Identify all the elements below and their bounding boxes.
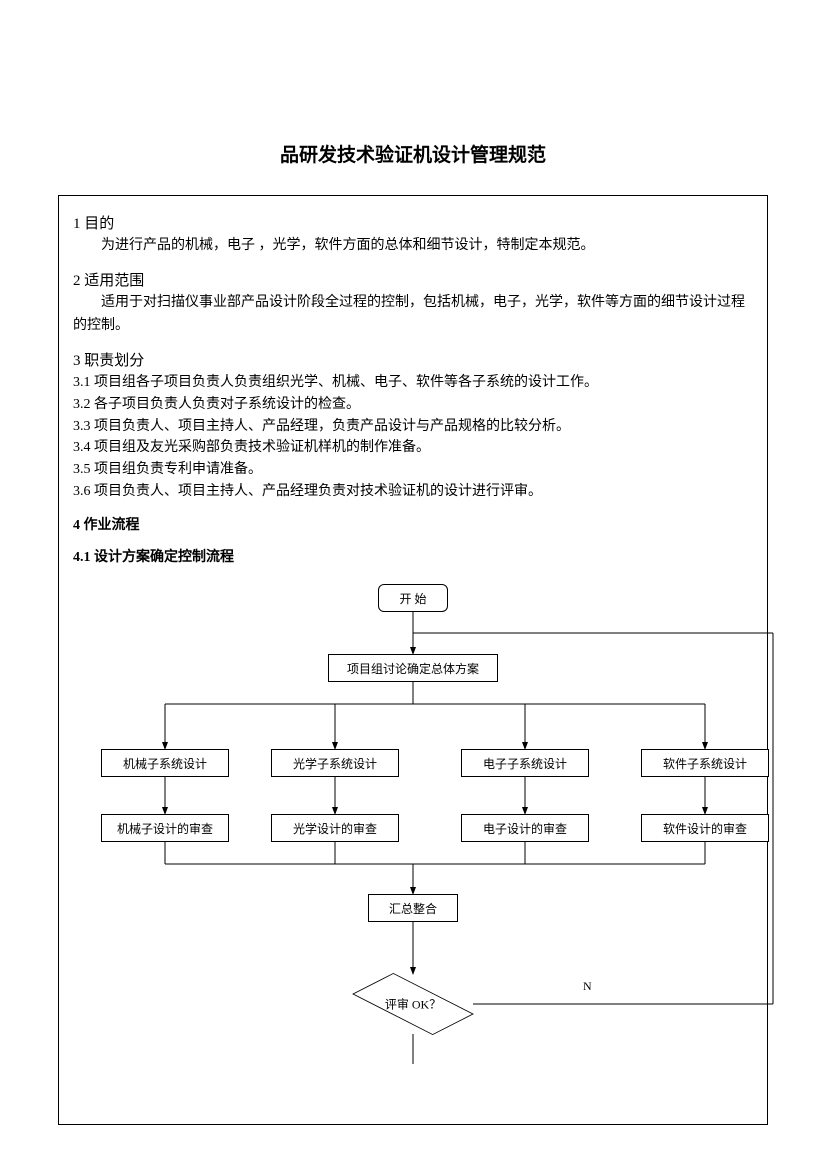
flow-node-design: 电子子系统设计 [461,749,589,777]
section-4-heading: 4 作业流程 [73,514,753,534]
section-3-item: 3.4 项目组及友光采购部负责技术验证机样机的制作准备。 [73,437,753,459]
flow-node-decision: 评审 OK？ [353,974,473,1034]
flow-node-review: 电子设计的审查 [461,814,589,842]
section-2-body: 适用于对扫描仪事业部产品设计阶段全过程的控制，包括机械，电子，光学，软件等方面的… [73,292,753,337]
flow-node-design: 机械子系统设计 [101,749,229,777]
flow-node-start: 开 始 [378,584,448,612]
flow-node-design: 软件子系统设计 [641,749,769,777]
flow-node-review: 软件设计的审查 [641,814,769,842]
section-3-item: 3.6 项目负责人、项目主持人、产品经理负责对技术验证机的设计进行评审。 [73,481,753,503]
content-frame: 1 目的 为进行产品的机械，电子 ，光学，软件方面的总体和细节设计，特制定本规范… [58,195,768,1125]
flow-node-discuss: 项目组讨论确定总体方案 [328,654,498,682]
section-2-heading: 2 适用范围 [73,269,753,290]
flow-decision-label: 评审 OK？ [385,996,441,1013]
section-3-item: 3.5 项目组负责专利申请准备。 [73,459,753,481]
section-4-sub: 4.1 设计方案确定控制流程 [73,546,753,566]
section-3-heading: 3 职责划分 [73,349,753,370]
section-3-item: 3.1 项目组各子项目负责人负责组织光学、机械、电子、软件等各子系统的设计工作。 [73,372,753,394]
section-1-heading: 1 目的 [73,212,753,233]
section-3-item: 3.2 各子项目负责人负责对子系统设计的检查。 [73,394,753,416]
flow-node-review: 机械子设计的审查 [101,814,229,842]
section-1-body: 为进行产品的机械，电子 ，光学，软件方面的总体和细节设计，特制定本规范。 [73,235,753,257]
flow-node-design: 光学子系统设计 [271,749,399,777]
page-title: 品研发技术验证机设计管理规范 [58,140,768,167]
flow-edge-label-no: N [583,979,592,994]
section-3-item: 3.3 项目负责人、项目主持人、产品经理，负责产品设计与产品规格的比较分析。 [73,416,753,438]
flow-node-merge: 汇总整合 [368,894,458,922]
flowchart: 开 始 项目组讨论确定总体方案 机械子系统设计 光学子系统设计 电子子系统设计 … [73,574,753,1054]
flow-node-review: 光学设计的审查 [271,814,399,842]
